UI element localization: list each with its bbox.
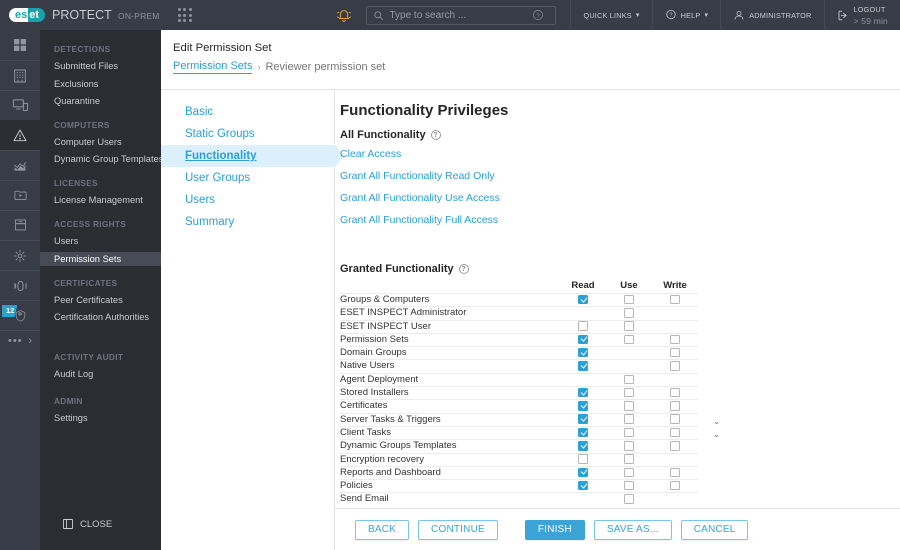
svg-text:?: ? <box>537 13 540 19</box>
svg-text:?: ? <box>669 13 672 19</box>
